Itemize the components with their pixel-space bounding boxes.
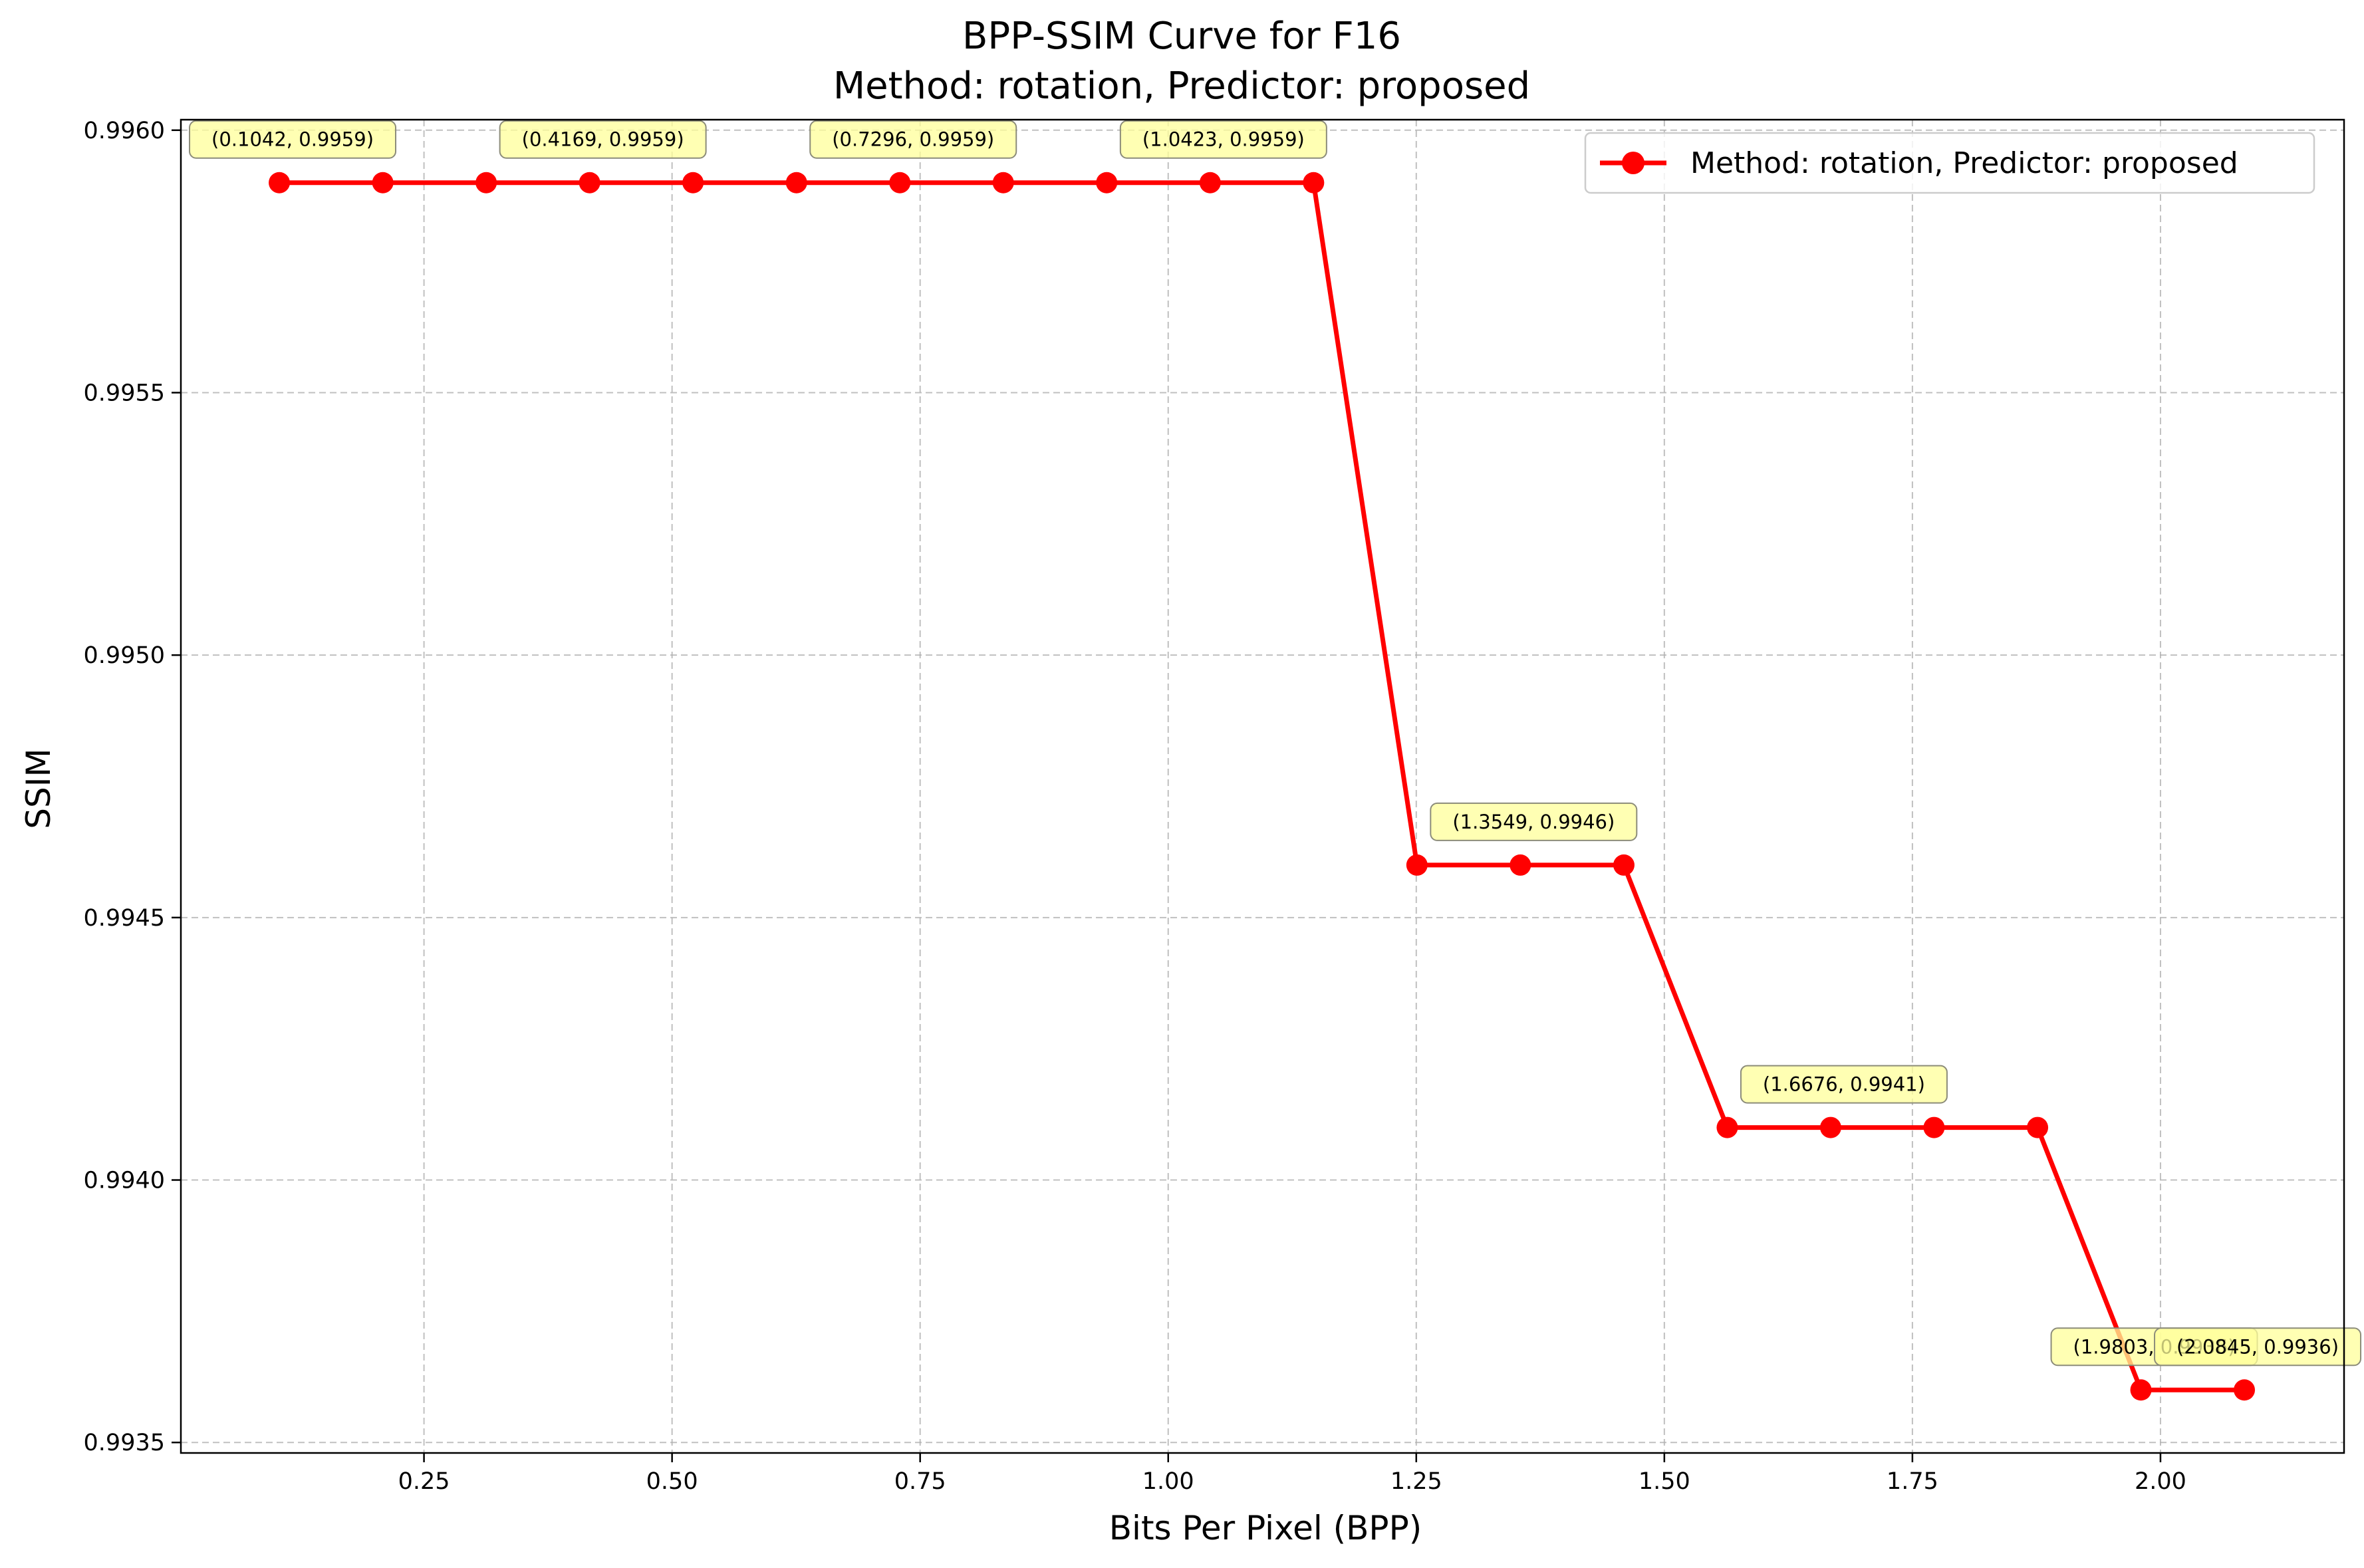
data-point — [1716, 1116, 1738, 1138]
annotation-box — [189, 120, 397, 159]
data-point — [1096, 172, 1118, 194]
annotations: (0.1042, 0.9959) (0.4169, 0.9959) (0.7296,… — [189, 120, 2362, 1367]
legend-box — [1584, 132, 2315, 194]
data-point — [889, 172, 911, 194]
x-tick-label: 1.50 — [1639, 1468, 1690, 1495]
x-tick-label: 0.50 — [646, 1468, 698, 1495]
data-point — [2234, 1379, 2256, 1401]
point-annotation: (2.0845, 0.9936) — [2154, 1327, 2362, 1367]
x-tick-label: 1.25 — [1390, 1468, 1442, 1495]
point-annotation: (1.0423, 0.9959) — [1119, 120, 1327, 159]
grid-lines — [181, 120, 2344, 1453]
data-point — [992, 172, 1014, 194]
data-point — [1613, 854, 1635, 876]
point-annotation: (0.4169, 0.9959) — [499, 120, 707, 159]
data-point — [1923, 1116, 1945, 1138]
annotation-box — [1119, 120, 1327, 159]
point-annotation: (0.7296, 0.9959) — [809, 120, 1017, 159]
x-tick-label: 0.75 — [894, 1468, 946, 1495]
x-tick-label: 1.75 — [1887, 1468, 1938, 1495]
annotation-box — [1740, 1065, 1948, 1104]
data-point — [1819, 1116, 1841, 1138]
data-point — [2130, 1379, 2152, 1401]
x-tick-label: 0.25 — [398, 1468, 450, 1495]
data-point — [785, 172, 807, 194]
y-tick-label: 0.9955 — [84, 380, 165, 406]
data-point — [1406, 854, 1428, 876]
plot-frame — [180, 118, 2345, 1454]
axis-ticks: 0.25 0.50 0.75 1.00 1.25 1.50 1.75 2.00 0.9935 0.… — [84, 118, 2186, 1495]
legend-entry-label: Method: rotation, Predictor: proposed — [1690, 146, 2238, 180]
data-point — [269, 172, 291, 194]
annotation-label: (0.1042, 0.9959) — [211, 128, 374, 151]
annotation-label: (1.0423, 0.9959) — [1142, 128, 1305, 151]
annotation-label: (0.7296, 0.9959) — [832, 128, 994, 151]
chart-subtitle: Method: rotation, Predictor: proposed — [833, 65, 1530, 108]
data-point — [2027, 1116, 2049, 1138]
y-tick-label: 0.9935 — [84, 1430, 165, 1456]
series-layer — [269, 172, 2256, 1401]
data-point — [579, 172, 600, 194]
point-annotation: (0.1042, 0.9959) — [189, 120, 397, 159]
y-tick-label: 0.9950 — [84, 642, 165, 669]
annotation-label: (1.3549, 0.9946) — [1452, 811, 1615, 833]
point-annotation: (1.3549, 0.9946) — [1430, 802, 1638, 841]
x-tick-label: 1.00 — [1142, 1468, 1194, 1495]
data-point — [372, 172, 394, 194]
point-annotation: (1.6676, 0.9941) — [1740, 1065, 1948, 1104]
annotation-label: (0.4169, 0.9959) — [522, 128, 684, 151]
legend: Method: rotation, Predictor: proposed — [1584, 132, 2315, 194]
series-line — [279, 180, 2245, 1392]
x-tick-label: 2.00 — [2135, 1468, 2186, 1495]
annotation-box — [2154, 1327, 2362, 1367]
annotation-box — [499, 120, 707, 159]
x-axis-label: Bits Per Pixel (BPP) — [1109, 1509, 1422, 1547]
data-point — [682, 172, 704, 194]
annotation-box — [1430, 802, 1638, 841]
annotation-label: (1.6676, 0.9941) — [1763, 1073, 1925, 1096]
data-point — [1510, 854, 1531, 876]
data-point — [475, 172, 497, 194]
data-point — [1199, 172, 1221, 194]
y-tick-label: 0.9945 — [84, 905, 165, 932]
y-tick-label: 0.9940 — [84, 1168, 165, 1194]
legend-marker-swatch — [1622, 152, 1644, 174]
chart-title: BPP-SSIM Curve for F16 — [962, 15, 1401, 58]
y-tick-label: 0.9960 — [84, 118, 165, 144]
annotation-box — [809, 120, 1017, 159]
annotation-label: (2.0845, 0.9936) — [2176, 1335, 2339, 1358]
y-axis-label: SSIM — [19, 748, 58, 829]
data-point — [1303, 172, 1325, 194]
